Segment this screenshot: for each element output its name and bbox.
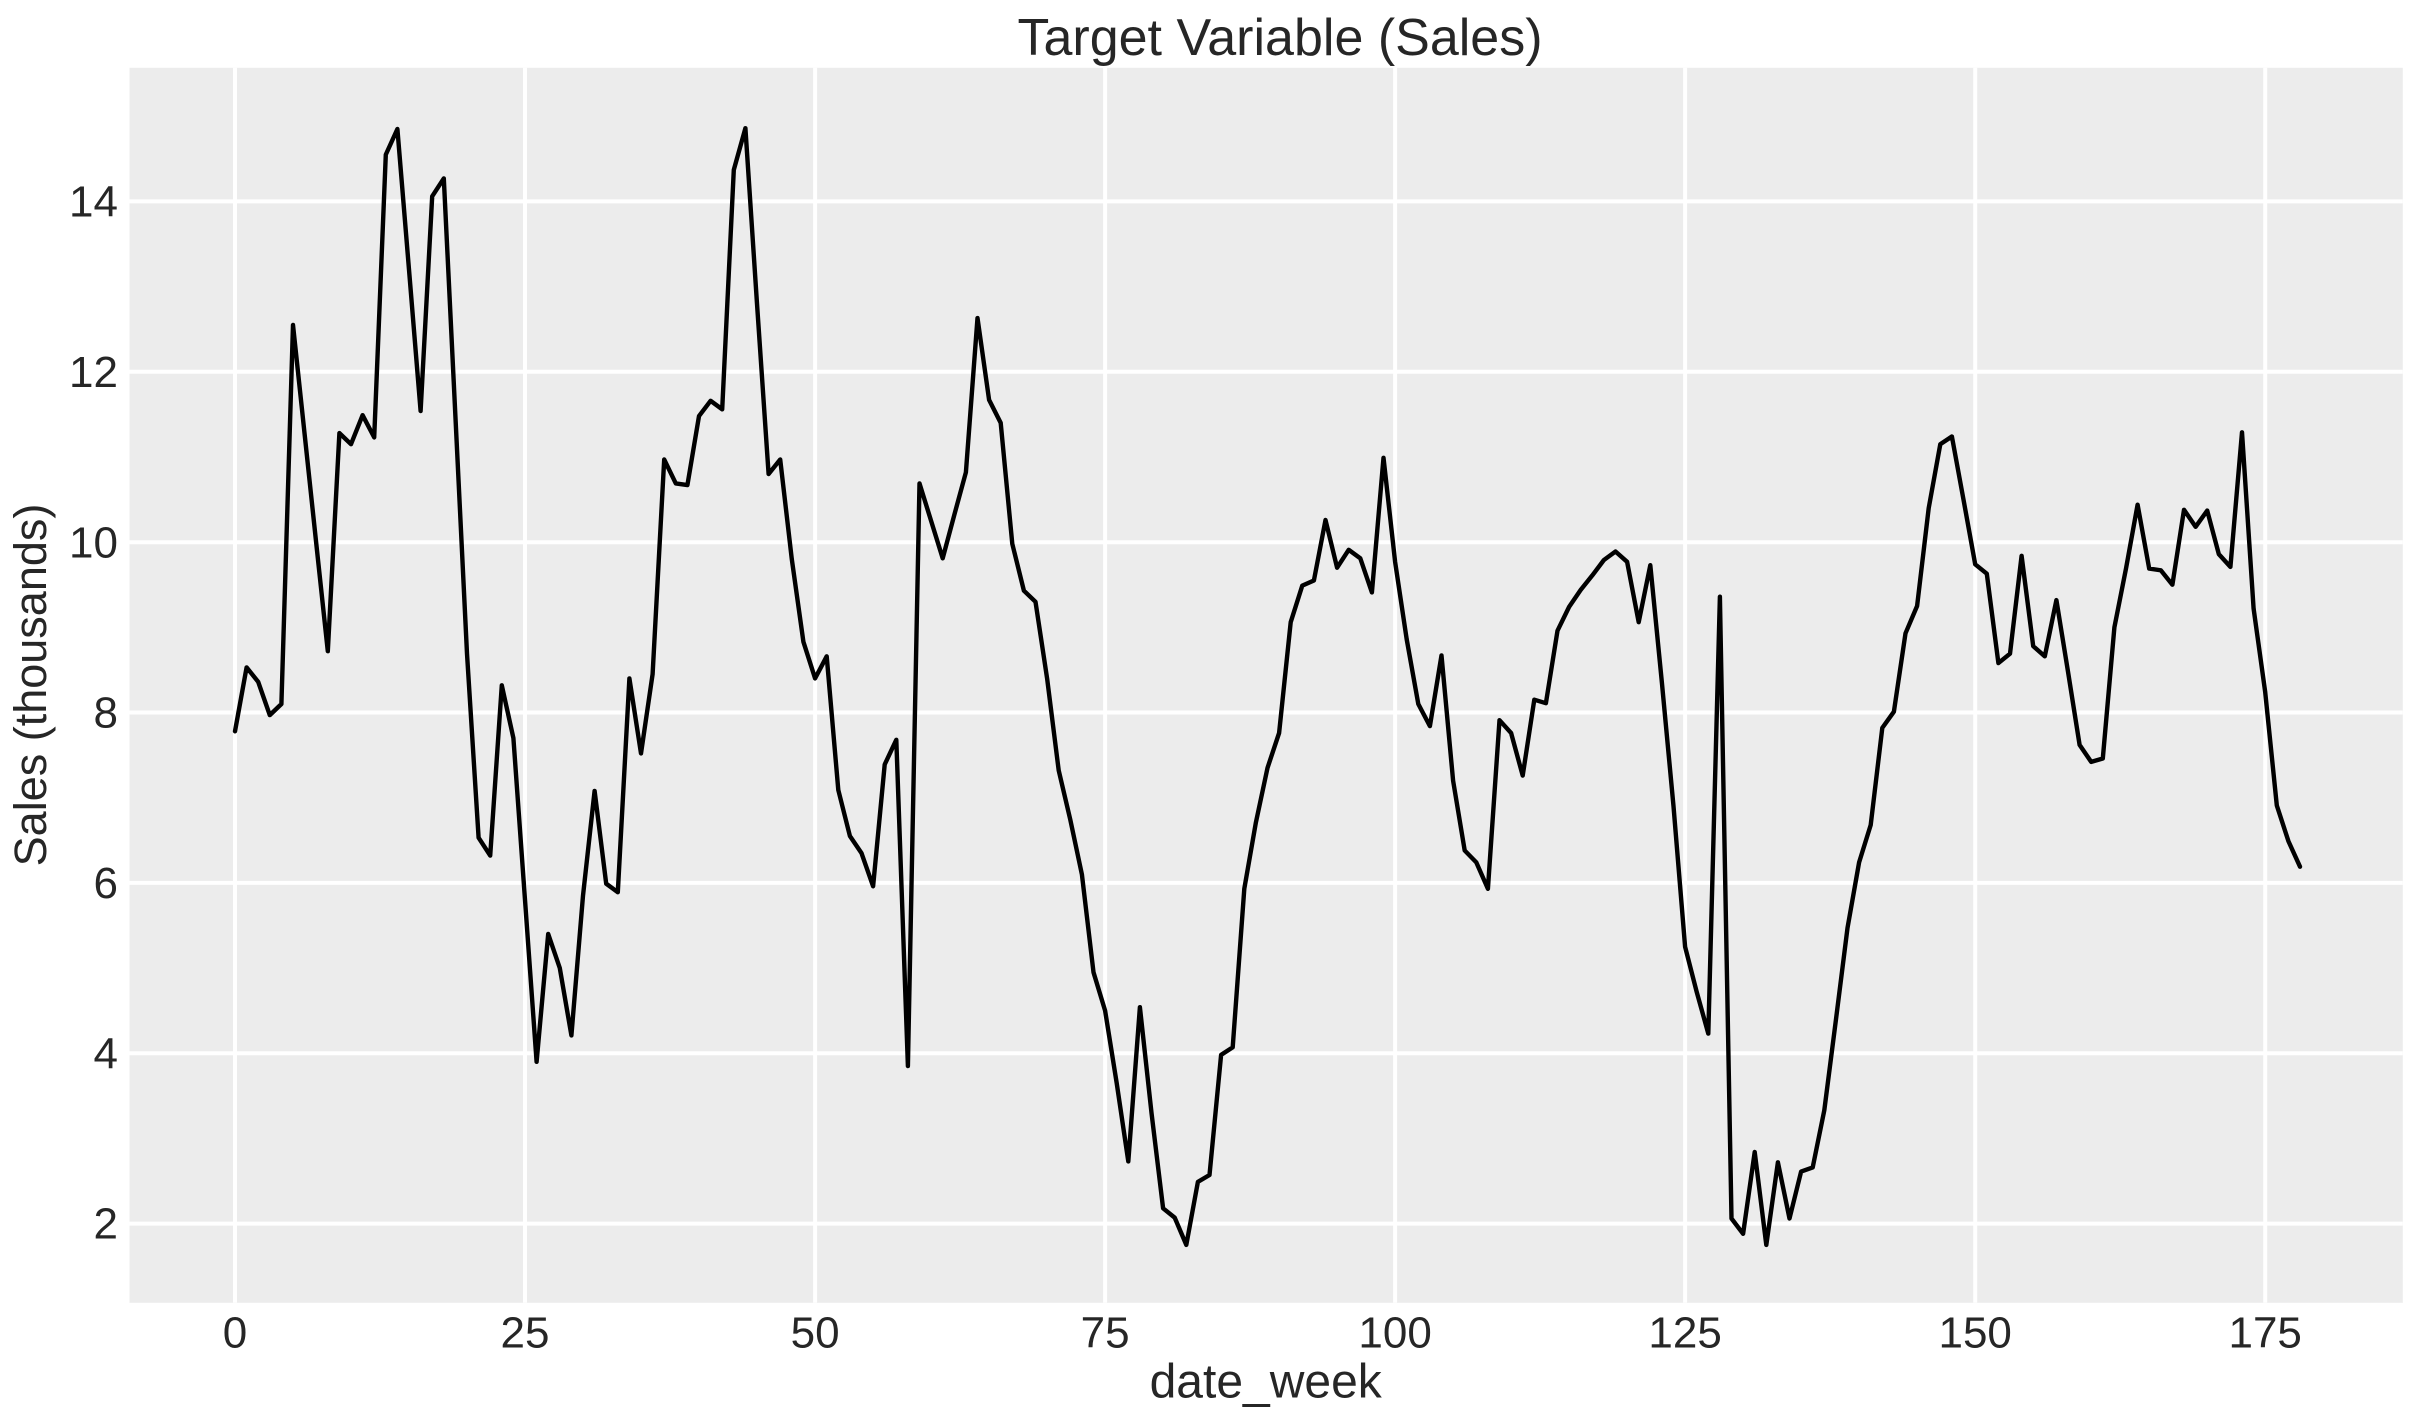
- svg-text:2: 2: [94, 1200, 118, 1249]
- svg-text:12: 12: [69, 348, 118, 397]
- svg-text:8: 8: [94, 689, 118, 738]
- svg-text:Sales (thousands): Sales (thousands): [5, 504, 56, 867]
- svg-text:Target Variable (Sales): Target Variable (Sales): [1017, 9, 1542, 67]
- svg-text:6: 6: [94, 859, 118, 908]
- svg-text:50: 50: [791, 1309, 840, 1358]
- svg-text:date_week: date_week: [1150, 1356, 1383, 1409]
- svg-text:10: 10: [69, 518, 118, 567]
- svg-text:14: 14: [69, 178, 118, 227]
- svg-text:0: 0: [223, 1309, 247, 1358]
- svg-text:25: 25: [501, 1309, 550, 1358]
- svg-text:100: 100: [1358, 1309, 1431, 1358]
- svg-text:175: 175: [2228, 1309, 2301, 1358]
- svg-text:75: 75: [1081, 1309, 1130, 1358]
- svg-text:150: 150: [1938, 1309, 2011, 1358]
- svg-text:125: 125: [1648, 1309, 1721, 1358]
- svg-text:4: 4: [94, 1029, 118, 1078]
